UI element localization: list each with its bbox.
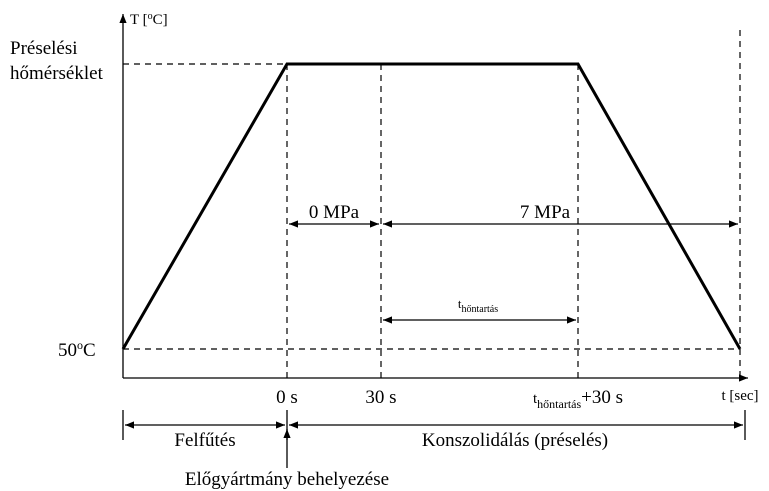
- x-label: 0 s: [276, 387, 298, 408]
- phase-label: Felfűtés: [174, 430, 235, 451]
- press-temp-label: hőmérséklet: [10, 63, 104, 84]
- insertion-label: Előgyártmány behelyezése: [185, 469, 389, 490]
- guides: [123, 30, 741, 378]
- hold-label: thőntartás: [458, 296, 498, 315]
- pressure-label: 0 MPa: [309, 202, 360, 223]
- x-axis-label: t [sec]: [721, 388, 758, 404]
- start-temp-label: 50oC: [58, 338, 96, 361]
- x-label: thőntartás+30 s: [533, 387, 623, 411]
- press-temp-label: Préselési: [10, 38, 78, 59]
- temperature-profile: [121, 62, 742, 350]
- pressure-label: 7 MPa: [520, 202, 571, 223]
- x-label: 30 s: [365, 387, 396, 408]
- y-axis-label: T [oC]: [130, 11, 168, 28]
- phase-label: Konszolidálás (préselés): [422, 430, 608, 451]
